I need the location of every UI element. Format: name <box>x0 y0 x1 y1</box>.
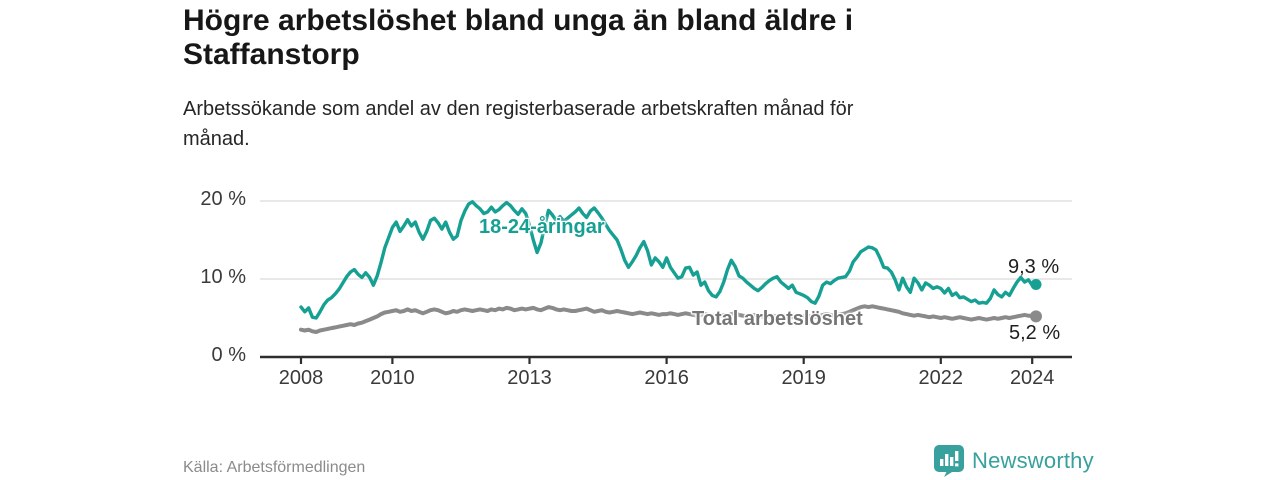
newsworthy-logo: Newsworthy <box>934 445 1094 477</box>
end-value-youth: 9,3 % <box>1008 256 1060 278</box>
page-title-line2: Staffanstorp <box>183 38 360 71</box>
newsworthy-logo-text: Newsworthy <box>972 448 1094 473</box>
source-note: Källa: Arbetsförmedlingen <box>183 459 366 476</box>
gridlines <box>260 200 1072 280</box>
x-tick-label: 2024 <box>1009 367 1055 389</box>
y-tick-label: 0 % <box>211 344 246 366</box>
newsworthy-logo-icon <box>934 445 964 477</box>
series-endpoint-total <box>1030 310 1042 323</box>
page-subtitle-line1: Arbetssökande som andel av den registerb… <box>183 98 854 120</box>
series-label-total: Total arbetslöshet <box>692 308 863 330</box>
y-tick-label: 10 % <box>200 266 246 288</box>
page-title: Högre arbetslöshet bland unga än bland ä… <box>183 4 1043 72</box>
page-title-line1: Högre arbetslöshet bland unga än bland ä… <box>183 4 854 37</box>
y-tick-label: 20 % <box>200 188 246 210</box>
x-tick-label: 2022 <box>918 367 964 389</box>
series-line-total <box>299 304 1038 334</box>
logo-bars-icon <box>940 451 959 467</box>
page-subtitle-line2: månad. <box>183 128 250 150</box>
x-tick-label: 2019 <box>781 367 826 389</box>
x-tick-label: 2010 <box>370 367 415 389</box>
series-label-youth: 18-24-åringar <box>479 216 605 238</box>
x-tick-label: 2008 <box>278 367 324 389</box>
x-tick-label: 2013 <box>507 367 552 389</box>
page-subtitle: Arbetssökande som andel av den registerb… <box>183 94 1043 154</box>
x-axis <box>260 355 1072 364</box>
series-line-youth <box>299 200 1038 320</box>
x-tick-label: 2016 <box>644 367 689 389</box>
end-value-total: 5,2 % <box>1009 322 1061 344</box>
series-endpoint-youth <box>1030 279 1042 290</box>
